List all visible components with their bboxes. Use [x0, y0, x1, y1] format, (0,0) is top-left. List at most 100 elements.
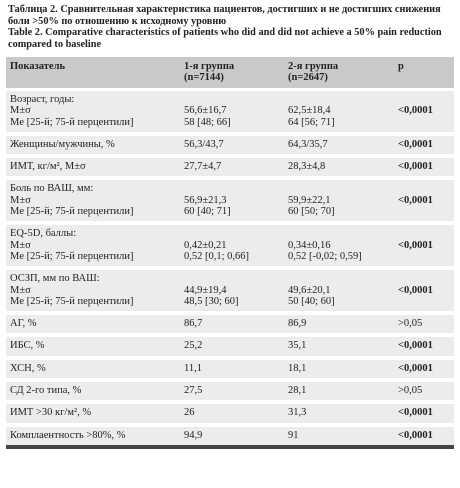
value-cell: 44,9±19,4 48,5 [30; 60]: [180, 268, 284, 316]
value-line: 0,52 [0,1; 0,66]: [184, 250, 250, 262]
label-line: M±σ: [10, 194, 31, 206]
value-line: 56,3/43,7: [184, 138, 224, 150]
value-cell: 35,1: [284, 335, 394, 360]
value-line: 91: [288, 429, 299, 441]
label-cell: EQ-5D, баллы: M±σ Me [25-й; 75-й перцентил…: [6, 223, 180, 271]
value-cell: 0,42±0,21 0,52 [0,1; 0,66]: [180, 223, 284, 271]
table-row: Возраст, годы: M±σ Me [25-й; 75-й перценти…: [6, 89, 454, 136]
table-row: Комплаентность >80%, % 94,9 91 <0,0001: [6, 424, 454, 447]
value-line: 25,2: [184, 340, 203, 352]
value-line: 44,9±19,4: [184, 284, 227, 296]
table-row: ОСЗП, мм по ВАШ: M±σ Me [25-й; 75-й перцен…: [6, 268, 454, 316]
header-cell: 2-я группа (n=2647): [284, 57, 394, 91]
table-row: ИМТ, кг/м², M±σ 27,7±4,7 28,3±4,8 <0,0001: [6, 156, 454, 181]
table-row: АГ, % 86,7 86,9 >0,05: [6, 313, 454, 338]
label-cell: Комплаентность >80%, %: [6, 424, 180, 447]
label-cell: СД 2-го типа, %: [6, 380, 180, 405]
header-cell: 1-я группа (n=7144): [180, 57, 284, 91]
header-line: 1-я группа: [184, 61, 235, 72]
p-cell: <0,0001: [394, 133, 454, 159]
p-cell: <0,0001: [394, 223, 454, 271]
label-line: СД 2-го типа, %: [10, 385, 82, 397]
value-line: 18,1: [288, 362, 307, 374]
value-cell: 25,2: [180, 335, 284, 360]
label-cell: Женщины/мужчины, %: [6, 133, 180, 159]
table-row: Боль по ВАШ, мм: M±σ Me [25-й; 75-й перцен…: [6, 178, 454, 226]
label-line: M±σ: [10, 239, 31, 251]
p-cell: >0,05: [394, 380, 454, 405]
value-cell: 56,9±21,3 60 [40; 71]: [180, 178, 284, 226]
table-row: Женщины/мужчины, % 56,3/43,7 64,3/35,7 <0,0…: [6, 133, 454, 159]
value-line: 0,52 [-0,02; 0,59]: [288, 250, 362, 262]
value-line: 64,3/35,7: [288, 138, 328, 150]
p-cell: <0,0001: [394, 268, 454, 316]
table-row: СД 2-го типа, % 27,5 28,1 >0,05: [6, 380, 454, 405]
value-line: 49,6±20,1: [288, 284, 331, 296]
value-cell: 31,3: [284, 402, 394, 427]
label-cell: ИБС, %: [6, 335, 180, 360]
value-cell: 11,1: [180, 357, 284, 383]
table-row: ИБС, % 25,2 35,1 <0,0001: [6, 335, 454, 360]
label-cell: АГ, %: [6, 313, 180, 338]
value-line: 86,9: [288, 318, 307, 330]
value-cell: 56,6±16,7 58 [48; 66]: [180, 89, 284, 136]
table-row: ХСН, % 11,1 18,1 <0,0001: [6, 357, 454, 383]
label-line: EQ-5D, баллы:: [10, 228, 77, 240]
value-line: 58 [48; 66]: [184, 116, 231, 128]
label-line: Me [25-й; 75-й перцентили]: [10, 295, 134, 307]
header-cell: p: [394, 57, 454, 91]
p-cell: <0,0001: [394, 424, 454, 447]
label-line: M±σ: [10, 105, 31, 117]
label-line: Возраст, годы:: [10, 94, 75, 105]
value-cell: 49,6±20,1 50 [40; 60]: [284, 268, 394, 316]
p-cell: >0,05: [394, 313, 454, 338]
value-cell: 91: [284, 424, 394, 447]
label-line: Me [25-й; 75-й перцентили]: [10, 250, 134, 262]
label-line: M±σ: [10, 284, 31, 296]
label-line: ИМТ, кг/м², M±σ: [10, 161, 86, 173]
label-line: Женщины/мужчины, %: [10, 138, 115, 150]
table-row: ИМТ >30 кг/м², % 26 31,3 <0,0001: [6, 402, 454, 427]
value-cell: 86,9: [284, 313, 394, 338]
value-cell: 59,9±22,1 60 [50; 70]: [284, 178, 394, 226]
value-cell: 26: [180, 402, 284, 427]
label-line: ИБС, %: [10, 340, 45, 352]
value-cell: 18,1: [284, 357, 394, 383]
table-header: Показатель 1-я группа (n=7144) 2-я группа (n…: [6, 57, 454, 91]
value-line: 31,3: [288, 407, 307, 419]
header-line: (n=7144): [184, 72, 224, 84]
p-cell: <0,0001: [394, 178, 454, 226]
header-line: (n=2647): [288, 72, 328, 84]
value-cell: 56,3/43,7: [180, 133, 284, 159]
table-row: EQ-5D, баллы: M±σ Me [25-й; 75-й перцентил…: [6, 223, 454, 271]
caption-line: Таблица 2. Сравнительная характеристика …: [8, 4, 441, 15]
value-cell: 28,1: [284, 380, 394, 405]
value-line: 48,5 [30; 60]: [184, 295, 239, 307]
label-line: ИМТ >30 кг/м², %: [10, 407, 92, 419]
p-cell: <0,0001: [394, 89, 454, 136]
caption-line: Table 2. Comparative characteristics of …: [8, 27, 442, 38]
p-cell: <0,0001: [394, 402, 454, 427]
label-line: Me [25-й; 75-й перцентили]: [10, 116, 134, 128]
label-line: ХСН, %: [10, 362, 46, 374]
value-line: 26: [184, 407, 195, 419]
value-cell: 64,3/35,7: [284, 133, 394, 159]
value-line: 0,34±0,16: [288, 239, 331, 251]
value-cell: 94,9: [180, 424, 284, 447]
table-body: Возраст, годы: M±σ Me [25-й; 75-й перценти…: [6, 89, 454, 447]
value-cell: 86,7: [180, 313, 284, 338]
value-line: 27,7±4,7: [184, 161, 222, 173]
value-line: 28,1: [288, 385, 307, 397]
value-line: 86,7: [184, 318, 203, 330]
value-line: 27,5: [184, 385, 203, 397]
p-cell: <0,0001: [394, 156, 454, 181]
label-cell: ОСЗП, мм по ВАШ: M±σ Me [25-й; 75-й перцен…: [6, 268, 180, 316]
p-cell: <0,0001: [394, 335, 454, 360]
value-line: 60 [40; 71]: [184, 206, 231, 218]
header-cell: Показатель: [6, 57, 180, 91]
value-line: 62,5±18,4: [288, 105, 331, 117]
value-line: 50 [40; 60]: [288, 295, 335, 307]
label-cell: Возраст, годы: M±σ Me [25-й; 75-й перценти…: [6, 89, 180, 136]
caption-line: боли >50% по отношению к исходному уровн…: [8, 15, 227, 27]
